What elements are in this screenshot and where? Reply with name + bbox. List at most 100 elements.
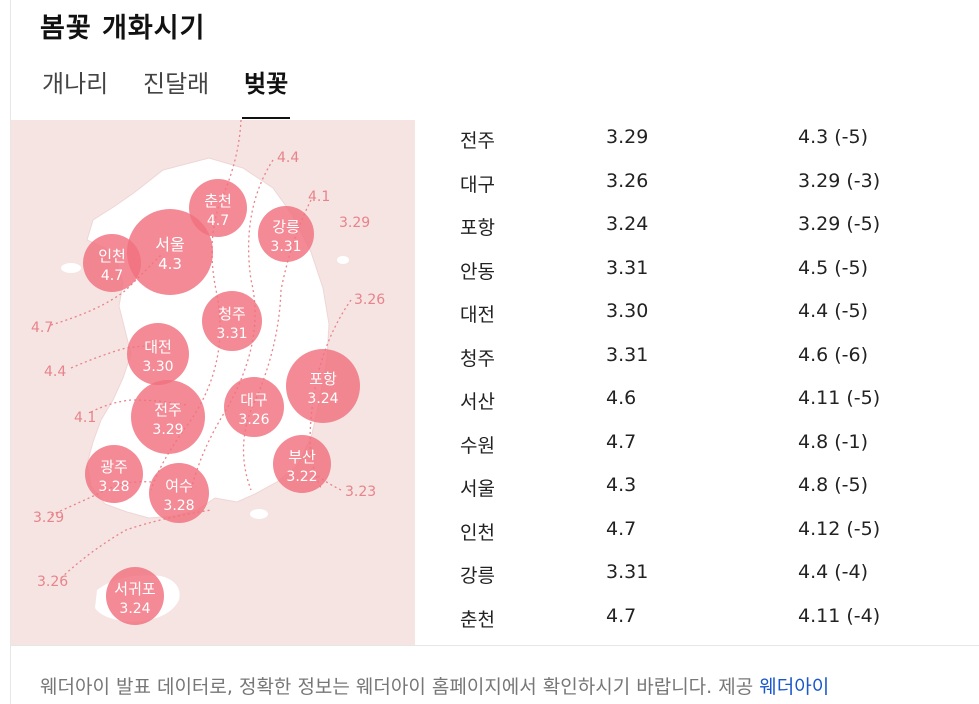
tab-cherry-blossom[interactable]: 벚꽃 [244, 70, 289, 98]
last-year-cell: 4.8 (-5) [798, 474, 869, 496]
bubble-circle [189, 179, 247, 237]
last-year-cell: 4.6 (-6) [798, 343, 869, 366]
isoline-label: 4.1 [74, 410, 96, 426]
table-row: 강릉 3.31 4.4 (-4) [415, 555, 979, 598]
bubble-circle [85, 445, 143, 503]
bubble-city-name: 광주 [100, 458, 128, 476]
isoline-label: 3.26 [354, 292, 385, 308]
bubble-bloom-date: 3.22 [286, 469, 317, 485]
bubble-circle [127, 209, 213, 295]
city-bubble: 광주 3.28 [85, 445, 143, 503]
bubble-city-name: 인천 [98, 247, 126, 265]
city-bubble: 대전 3.30 [127, 323, 189, 385]
city-cell: 대구 [460, 173, 495, 196]
bloom-date-cell: 4.7 [606, 517, 637, 540]
bloom-date-cell: 4.7 [606, 430, 637, 453]
city-bubble: 여수 3.28 [149, 463, 209, 523]
bubble-bloom-date: 4.3 [158, 255, 182, 273]
city-bubble: 강릉 3.31 [258, 206, 314, 262]
page-title: 봄꽃 개화시기 [40, 13, 206, 44]
bubble-bloom-date: 3.26 [238, 412, 269, 428]
city-bubble: 춘천 4.7 [189, 179, 247, 237]
bubble-city-name: 대전 [144, 338, 172, 356]
bubble-circle [258, 206, 314, 262]
table-row: 인천 4.7 4.12 (-5) [415, 512, 979, 555]
bubble-circle [273, 435, 331, 493]
bubble-circle [224, 377, 284, 437]
bloom-date-cell: 3.31 [606, 256, 649, 279]
table-row: 청주 3.31 4.6 (-6) [415, 338, 979, 381]
bubble-circle [149, 463, 209, 523]
city-cell: 강릉 [460, 565, 495, 587]
island-geoje [250, 509, 268, 519]
bubble-city-name: 강릉 [272, 218, 300, 236]
bloom-date-cell: 3.29 [606, 126, 649, 148]
table-row: 안동 3.31 4.5 (-5) [415, 251, 979, 294]
source-link[interactable]: 웨더아이 [759, 676, 830, 698]
city-bubble: 부산 3.22 [273, 435, 331, 493]
table-row: 수원 4.7 4.8 (-1) [415, 425, 979, 468]
bubble-circle [127, 323, 189, 385]
isoline-label: 3.23 [345, 484, 376, 500]
bubble-city-name: 춘천 [204, 192, 232, 210]
isoline-label: 4.7 [31, 320, 53, 336]
footer-notice: 웨더아이 발표 데이터로, 정확한 정보는 웨더아이 홈페이지에서 확인하시기 … [40, 672, 829, 699]
bloom-date-cell: 3.31 [606, 343, 649, 366]
notice-text: 웨더아이 발표 데이터로, 정확한 정보는 웨더아이 홈페이지에서 확인하시기 … [40, 676, 760, 698]
bubble-bloom-date: 3.31 [216, 326, 247, 342]
bubble-circle [106, 567, 164, 625]
city-bubble: 청주 3.31 [202, 291, 262, 351]
bubble-city-name: 대구 [240, 391, 268, 409]
bubble-bloom-date: 3.31 [270, 239, 301, 255]
bubble-circle [286, 349, 360, 423]
city-bubble: 대구 3.26 [224, 377, 284, 437]
last-year-cell: 4.11 (-5) [798, 387, 881, 409]
last-year-cell: 3.29 (-5) [798, 213, 881, 235]
city-bubble: 포항 3.24 [286, 349, 360, 423]
table-row: 서울 4.3 4.8 (-5) [415, 468, 979, 511]
island-west [61, 263, 81, 273]
bloom-date-cell: 4.7 [606, 604, 637, 627]
city-bubble: 서귀포 3.24 [106, 567, 164, 625]
bubble-bloom-date: 3.30 [142, 359, 173, 375]
bubble-bloom-date: 4.7 [207, 213, 229, 229]
city-cell: 수원 [460, 434, 495, 457]
isoline-label: 4.1 [308, 189, 330, 205]
city-cell: 인천 [460, 521, 495, 544]
city-bubble: 전주 3.29 [131, 380, 205, 454]
isoline-label: 3.26 [37, 574, 68, 590]
bloom-date-cell: 4.3 [606, 474, 637, 496]
bubble-city-name: 포항 [309, 370, 337, 388]
bubble-bloom-date: 3.24 [307, 391, 338, 407]
tab-azalea[interactable]: 진달래 [143, 70, 210, 98]
table-row: 대구 3.26 3.29 (-3) [415, 164, 979, 207]
bubble-city-name: 전주 [154, 401, 182, 419]
city-cell: 춘천 [460, 608, 495, 631]
bubble-bloom-date: 3.24 [119, 601, 150, 617]
table-row: 춘천 4.7 4.11 (-4) [415, 599, 979, 642]
city-bubble: 서울4.3 [127, 209, 213, 295]
table-row: 서산 4.6 4.11 (-5) [415, 381, 979, 424]
bubble-layer: 춘천4.7 강릉3.31서울4.3인천4.7청주3.31대전3.30포항3.24전… [83, 179, 360, 625]
island-ulleung [337, 256, 349, 264]
korea-map: 4.4 4.1 3.29 3.26 4.7 4.4 4.1 3.23 3.29 … [31, 120, 385, 625]
active-tab-indicator [242, 117, 290, 119]
bubble-circle [83, 234, 141, 292]
city-cell: 청주 [460, 347, 495, 370]
bubble-circle [202, 291, 262, 351]
bloom-date-cell: 3.30 [606, 300, 649, 322]
bloom-map: 4.4 4.1 3.29 3.26 4.7 4.4 4.1 3.23 3.29 … [11, 120, 415, 645]
last-year-cell: 4.5 (-5) [798, 256, 869, 279]
bubble-city-name: 서귀포 [114, 580, 156, 598]
bubble-city-name: 여수 [165, 477, 193, 495]
table-row: 대전 3.30 4.4 (-5) [415, 294, 979, 337]
bubble-city-name: 서울 [155, 235, 184, 254]
isoline-label: 4.4 [44, 364, 66, 380]
last-year-cell: 4.12 (-5) [798, 517, 881, 540]
city-cell: 포항 [460, 217, 495, 239]
bloom-date-cell: 3.26 [606, 169, 649, 192]
table-row: 전주 3.29 4.3 (-5) [415, 120, 979, 163]
tab-forsythia[interactable]: 개나리 [42, 70, 109, 98]
last-year-cell: 4.4 (-5) [798, 300, 869, 322]
isoline-label: 4.4 [277, 150, 299, 166]
